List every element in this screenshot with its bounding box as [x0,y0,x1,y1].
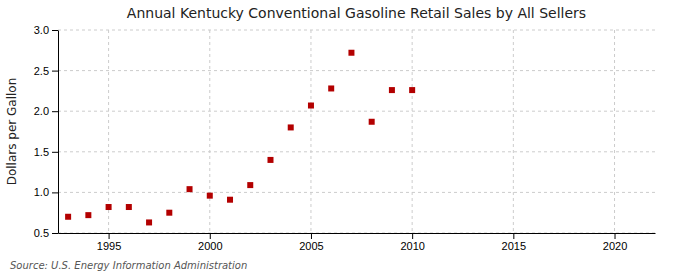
point [166,210,172,216]
tick-mark [513,233,514,239]
point [369,119,375,125]
tick-label: 2020 [603,240,627,252]
point [389,87,395,93]
y-axis-title: Dollars per Gallon [5,78,19,186]
grid [58,30,655,233]
grid-line [58,30,655,31]
point [267,157,273,163]
tick-mark [615,233,616,239]
grid-line [58,111,655,112]
tick-label: 0.5 [34,227,49,239]
tick: 2015 [502,233,526,252]
tick: 1.5 [34,146,58,158]
axis-line [59,233,656,234]
tick: 3.0 [34,24,58,36]
point [187,186,193,192]
grid-line [513,30,514,233]
tick: 2000 [198,233,222,252]
tick: 2005 [299,233,323,252]
tick-mark [52,192,58,193]
y-axis: 0.5 1.0 1.5 2.0 2.5 3.0 [34,24,59,239]
tick-label: 2015 [502,240,526,252]
point [65,214,71,220]
tick-label: 1995 [97,240,121,252]
grid-line [310,30,311,233]
chart: 1995 2000 2005 2010 2015 2020 0.5 1.0 1.5 2.0 2.5 3… [0,0,675,275]
tick-label: 2005 [299,240,323,252]
plot-area: 1995 2000 2005 2010 2015 2020 0.5 1.0 1.5 2.0 2.5 3… [34,24,656,252]
point [207,193,213,199]
tick-label: 3.0 [34,24,49,36]
tick-mark [52,71,58,72]
point [85,212,91,218]
tick-label: 2.0 [34,105,49,117]
tick-label: 2000 [198,240,222,252]
grid-line [209,30,210,233]
point [328,85,334,91]
tick-mark [311,233,312,239]
tick: 2010 [400,233,424,252]
grid-line [58,192,655,193]
grid-line [58,151,655,152]
grid-line [614,30,615,233]
tick: 1.0 [34,186,58,198]
tick-label: 2010 [400,240,424,252]
grid-line [412,30,413,233]
point [106,204,112,210]
tick-mark [210,233,211,239]
tick-label: 1.0 [34,186,49,198]
tick: 2020 [603,233,627,252]
point [348,50,354,56]
tick-mark [52,111,58,112]
tick: 0.5 [34,227,58,239]
tick: 2.5 [34,65,58,77]
tick-mark [52,233,58,234]
x-axis: 1995 2000 2005 2010 2015 2020 [59,233,656,252]
tick: 1995 [97,233,121,252]
tick-mark [52,152,58,153]
source-note: Source: U.S. Energy Information Administ… [10,260,247,271]
point [227,197,233,203]
tick-label: 2.5 [34,65,49,77]
point [409,87,415,93]
title: Annual Kentucky Conventional Gasoline Re… [127,5,586,21]
grid-line [58,70,655,71]
tick-mark [412,233,413,239]
point [288,124,294,130]
grid-line [58,233,655,234]
tick-label: 1.5 [34,146,49,158]
point [126,204,132,210]
tick-mark [109,233,110,239]
points [65,50,415,226]
tick: 2.0 [34,105,58,117]
point [146,219,152,225]
point [247,182,253,188]
point [308,103,314,109]
tick-mark [52,30,58,31]
axis-line [58,31,59,234]
grid-line [108,30,109,233]
